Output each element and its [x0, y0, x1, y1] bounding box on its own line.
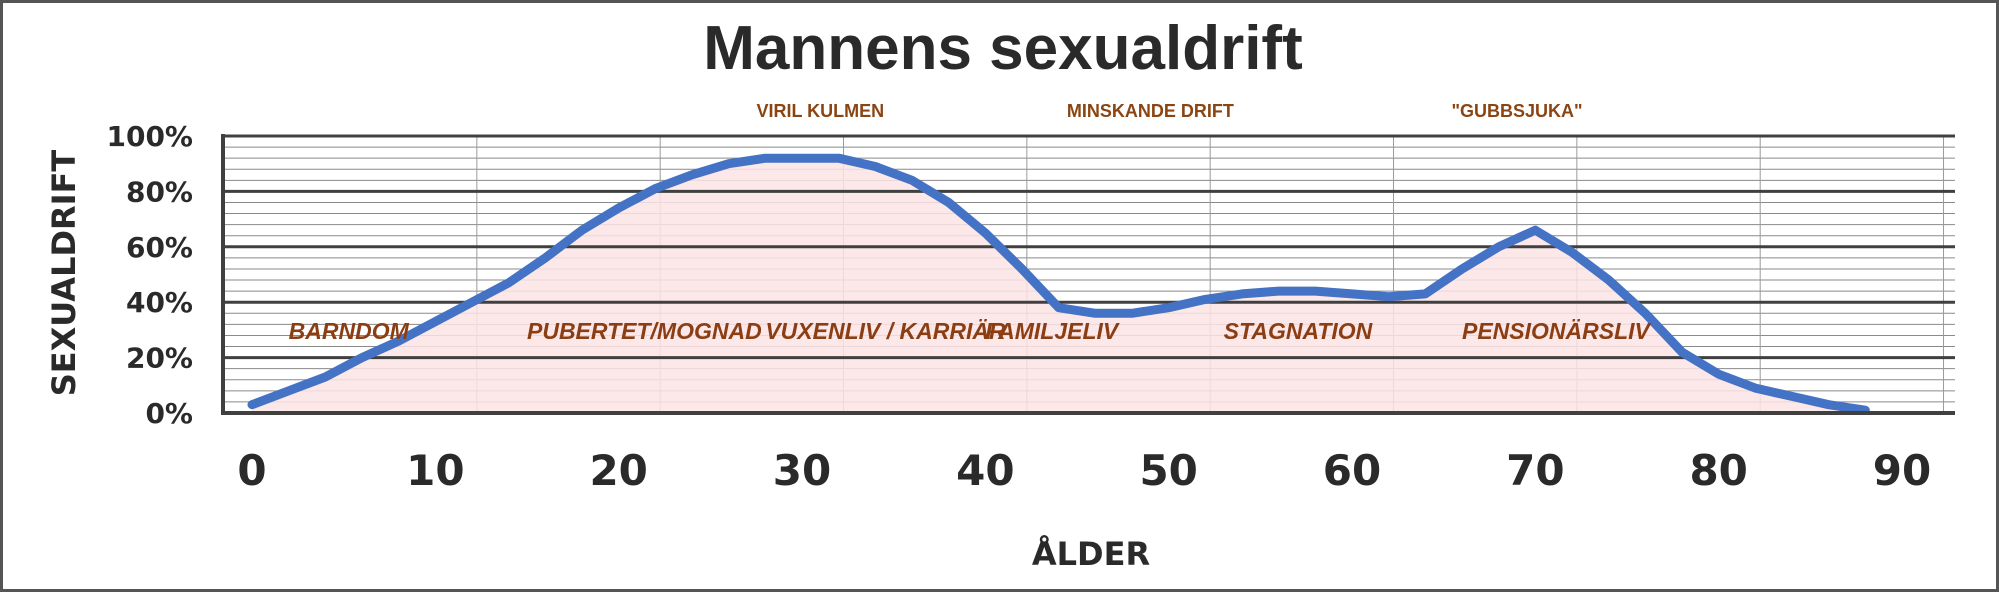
x-axis-label: ÅLDER — [1032, 535, 1150, 573]
major-gridlines — [223, 134, 1955, 360]
y-tick-label: 20% — [126, 342, 193, 375]
x-tick-label: 60 — [1323, 446, 1381, 495]
chart-title: Mannens sexualdrift — [703, 14, 1302, 83]
y-tick-labels: 0% 20% 40% 60% 80% 100% — [106, 120, 193, 430]
y-tick-label: 100% — [106, 120, 193, 153]
axes — [221, 134, 1955, 415]
x-tick-label: 90 — [1873, 446, 1931, 495]
y-tick-label: 40% — [126, 286, 193, 319]
area-fill — [252, 158, 1866, 413]
x-tick-label: 80 — [1689, 446, 1747, 495]
x-tick-label: 10 — [406, 446, 464, 495]
x-tick-label: 30 — [773, 446, 831, 495]
series-line — [247, 153, 1870, 415]
x-tick-label: 50 — [1139, 446, 1197, 495]
phase-label: FAMILJELIV — [985, 318, 1120, 344]
x-tick-label: 0 — [237, 446, 266, 495]
x-tick-labels: 0 10 20 30 40 50 60 70 80 90 — [237, 446, 1931, 495]
top-annotations: VIRIL KULMEN MINSKANDE DRIFT "GUBBSJUKA" — [756, 101, 1582, 121]
chart-svg: 0% 20% 40% 60% 80% 100% 0 10 20 30 40 50 60 70 80 90 V… — [45, 14, 1955, 573]
phase-label: BARNDOM — [289, 318, 410, 344]
x-tick-label: 70 — [1506, 446, 1564, 495]
annotation-label: "GUBBSJUKA" — [1451, 101, 1582, 121]
phase-label: STAGNATION — [1224, 318, 1373, 344]
annotation-label: MINSKANDE DRIFT — [1067, 101, 1234, 121]
phase-labels: BARNDOM PUBERTET/MOGNAD VUXENLIV / KARRIÄR… — [289, 318, 1652, 344]
y-tick-label: 0% — [145, 397, 193, 430]
annotation-label: VIRIL KULMEN — [756, 101, 884, 121]
phase-label: PENSIONÄRSLIV — [1462, 318, 1652, 344]
x-tick-label: 20 — [589, 446, 647, 495]
y-axis-label: SEXUALDRIFT — [45, 150, 83, 397]
y-tick-label: 80% — [126, 175, 193, 208]
y-tick-label: 60% — [126, 231, 193, 264]
phase-label: VUXENLIV / KARRIÄR — [765, 318, 1006, 344]
x-tick-label: 40 — [956, 446, 1014, 495]
phase-label: PUBERTET/MOGNAD — [527, 318, 762, 344]
